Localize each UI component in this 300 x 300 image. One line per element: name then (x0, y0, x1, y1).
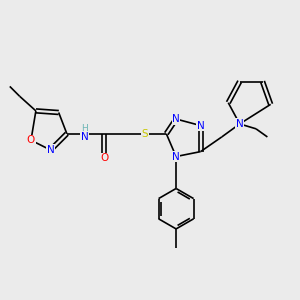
Text: N: N (172, 152, 180, 161)
Text: N: N (197, 121, 204, 130)
Text: S: S (142, 129, 148, 139)
Text: H: H (81, 124, 88, 133)
Text: N: N (81, 132, 89, 142)
Text: N: N (47, 145, 54, 155)
Text: N: N (236, 119, 244, 129)
Text: N: N (172, 114, 180, 124)
Text: O: O (27, 135, 35, 145)
Text: O: O (100, 153, 109, 163)
